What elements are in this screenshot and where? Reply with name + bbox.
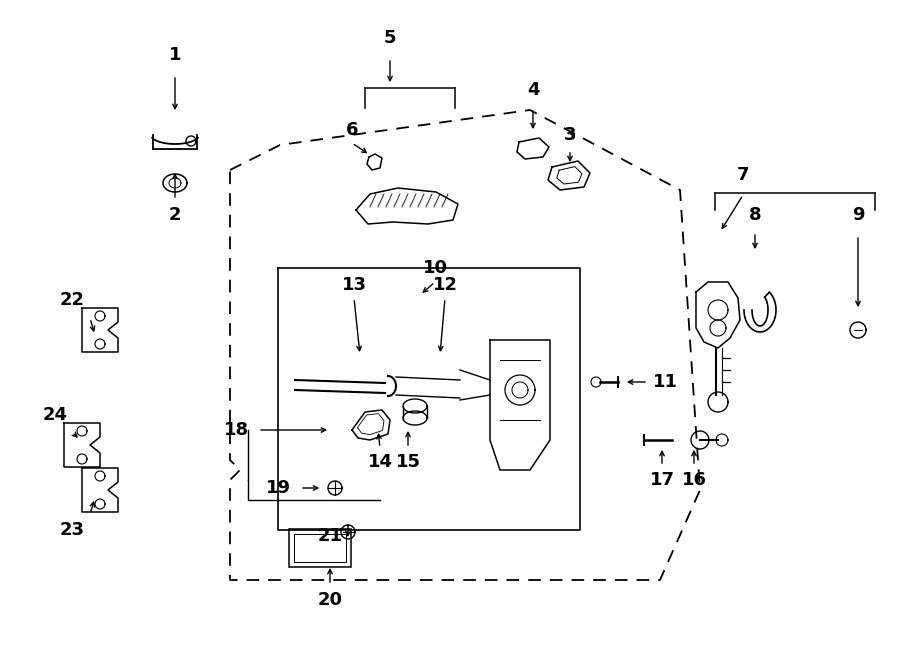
Text: 3: 3 bbox=[563, 126, 576, 144]
Text: 19: 19 bbox=[266, 479, 291, 497]
Text: 5: 5 bbox=[383, 29, 396, 47]
Text: 23: 23 bbox=[59, 521, 85, 539]
Text: 16: 16 bbox=[681, 471, 706, 489]
Text: 2: 2 bbox=[169, 206, 181, 224]
Text: 24: 24 bbox=[42, 406, 68, 424]
Text: 11: 11 bbox=[652, 373, 678, 391]
Text: 20: 20 bbox=[318, 591, 343, 609]
Text: 4: 4 bbox=[526, 81, 539, 99]
Text: 17: 17 bbox=[650, 471, 674, 489]
Text: 1: 1 bbox=[169, 46, 181, 64]
Text: 18: 18 bbox=[224, 421, 249, 439]
Text: 12: 12 bbox=[433, 276, 457, 294]
Text: 13: 13 bbox=[341, 276, 366, 294]
Text: 7: 7 bbox=[737, 166, 749, 184]
Text: 9: 9 bbox=[851, 206, 864, 224]
Text: 10: 10 bbox=[422, 259, 447, 277]
Text: 21: 21 bbox=[318, 527, 343, 545]
Text: 15: 15 bbox=[395, 453, 420, 471]
Text: 14: 14 bbox=[367, 453, 392, 471]
Text: 8: 8 bbox=[749, 206, 761, 224]
Bar bbox=[294, 534, 346, 562]
Text: 6: 6 bbox=[346, 121, 358, 139]
Bar bbox=[289, 529, 351, 567]
Text: 22: 22 bbox=[59, 291, 85, 309]
